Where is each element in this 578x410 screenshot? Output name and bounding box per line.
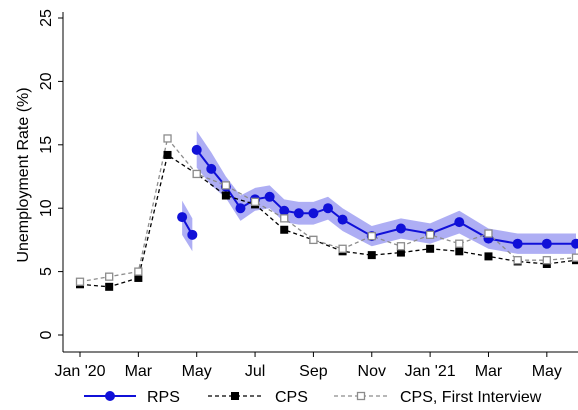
cps-first-interview-point: [163, 134, 172, 143]
x-tick-label: Mar: [475, 363, 503, 380]
rps-point: [187, 229, 198, 240]
cps-first-interview-point: [192, 169, 201, 179]
cps-first-interview-point: [571, 253, 578, 262]
legend-rps-swatch-marker: [105, 391, 115, 401]
y-tick-label: 5: [38, 267, 55, 276]
cps-first-interview-point: [367, 231, 376, 241]
confidence-bands: [182, 130, 577, 254]
rps-point: [337, 214, 348, 225]
cps-point: [426, 244, 435, 253]
y-tick-label: 15: [38, 136, 55, 154]
y-tick-label: 0: [38, 330, 55, 339]
legend-cps-first-interview-swatch-marker: [356, 391, 366, 401]
rps-point: [191, 144, 202, 155]
rps-confidence-band: [196, 130, 577, 254]
rps-point: [308, 208, 319, 219]
cps-point: [396, 248, 405, 257]
cps-first-interview-point: [425, 230, 435, 239]
x-tick-label: Jan '21: [405, 363, 456, 380]
cps-point: [280, 225, 289, 234]
legend-label: RPS: [147, 389, 180, 406]
y-tick-label: 20: [38, 72, 55, 90]
cps-first-interview-point: [309, 235, 318, 245]
cps-first-interview-point: [250, 197, 260, 207]
cps-first-interview-point: [75, 277, 85, 286]
cps-first-interview-point: [484, 229, 493, 238]
cps-first-interview-point: [338, 244, 347, 253]
x-tick-label: Jul: [245, 363, 265, 380]
cps-first-interview-point: [134, 267, 143, 276]
legend: RPS CPS CPS, First Interview: [84, 389, 542, 406]
rps-point: [395, 223, 406, 234]
rps-point: [177, 212, 188, 223]
rps-point: [541, 238, 552, 249]
legend-label: CPS, First Interview: [400, 389, 542, 406]
x-tick-label: Sep: [299, 363, 328, 380]
rps-point: [571, 238, 578, 249]
cps-first-interview-point: [221, 181, 231, 190]
cps-point: [484, 252, 493, 261]
y-tick-label: 25: [38, 9, 55, 27]
cps-point: [134, 273, 143, 282]
cps-first-interview-point: [513, 256, 522, 265]
legend-cps-swatch-marker: [231, 392, 239, 400]
cps-point: [455, 247, 464, 256]
x-tick-label: May: [182, 363, 212, 380]
rps-point: [264, 191, 275, 202]
axes: 0 5 10 15 20 25 Jan '20 Mar May Jul Sep Nov Jan '21 M…: [38, 9, 578, 380]
rps-point: [512, 238, 523, 249]
rps-point: [235, 203, 246, 214]
x-tick-label: Mar: [125, 363, 153, 380]
rps-point: [293, 208, 304, 219]
y-axis-label: Unemployment Rate (%): [15, 87, 32, 262]
rps-point: [279, 205, 290, 216]
cps-point: [367, 251, 376, 260]
cps-first-interview-point: [280, 214, 289, 223]
y-tick-label: 10: [38, 199, 55, 217]
series-markers: [75, 134, 578, 291]
cps-first-interview-point: [105, 272, 114, 281]
cps-line: [79, 153, 577, 288]
cps-point: [221, 191, 230, 200]
rps-point: [454, 217, 465, 228]
rps-point: [206, 163, 217, 174]
cps-first-interview-point: [542, 256, 551, 265]
x-tick-label: Jan '20: [54, 363, 105, 380]
cps-first-interview-point: [455, 239, 464, 248]
x-tick-label: May: [532, 363, 562, 380]
cps-first-interview-point: [396, 242, 406, 251]
legend-label: CPS: [275, 389, 308, 406]
cps-point: [163, 150, 172, 159]
rps-point: [323, 203, 333, 214]
cps-point: [105, 282, 114, 291]
x-tick-label: Nov: [358, 363, 386, 380]
